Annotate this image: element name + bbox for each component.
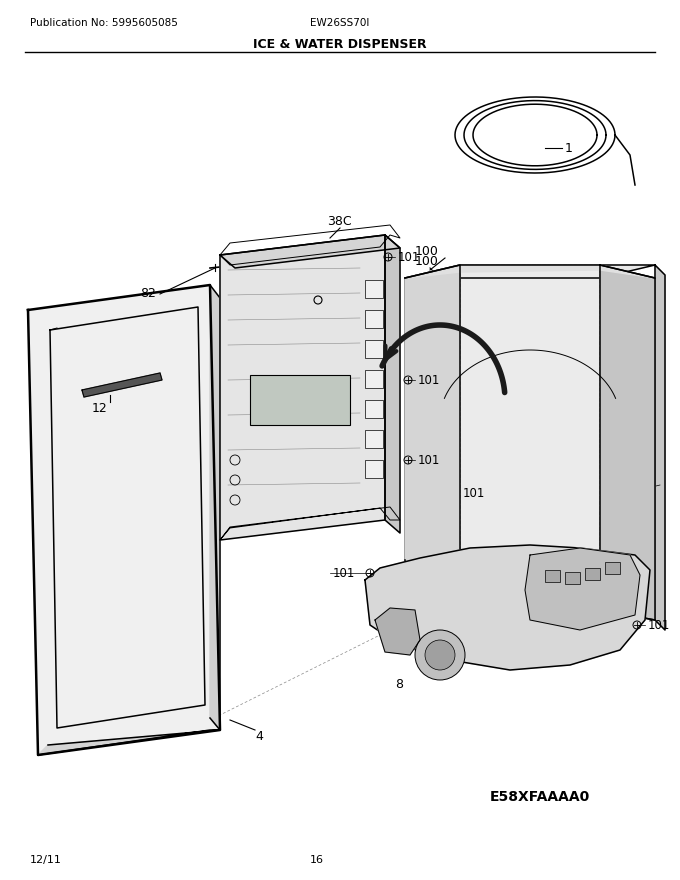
Circle shape bbox=[415, 630, 465, 680]
Bar bbox=[365, 430, 383, 448]
Text: 101: 101 bbox=[463, 487, 486, 500]
Polygon shape bbox=[210, 285, 220, 730]
Text: 8: 8 bbox=[395, 678, 403, 691]
Polygon shape bbox=[600, 265, 655, 620]
Text: E58XFAAAA0: E58XFAAAA0 bbox=[490, 790, 590, 804]
Polygon shape bbox=[375, 608, 420, 655]
Text: ICE & WATER DISPENSER: ICE & WATER DISPENSER bbox=[253, 38, 427, 51]
Text: 100: 100 bbox=[415, 245, 439, 258]
Text: 101: 101 bbox=[398, 251, 420, 263]
Text: 82: 82 bbox=[285, 295, 301, 308]
Polygon shape bbox=[525, 548, 640, 630]
Polygon shape bbox=[385, 235, 400, 533]
Bar bbox=[365, 280, 383, 298]
Polygon shape bbox=[38, 730, 220, 755]
Text: EW26SS70I: EW26SS70I bbox=[310, 18, 369, 28]
Bar bbox=[545, 570, 560, 582]
Polygon shape bbox=[655, 265, 665, 630]
Polygon shape bbox=[82, 373, 162, 397]
Bar bbox=[365, 460, 383, 478]
Text: 12: 12 bbox=[92, 402, 107, 415]
Text: 16: 16 bbox=[310, 855, 324, 865]
Polygon shape bbox=[28, 285, 220, 755]
Bar bbox=[365, 400, 383, 418]
Polygon shape bbox=[460, 265, 600, 625]
Polygon shape bbox=[405, 265, 655, 278]
Polygon shape bbox=[405, 265, 460, 640]
Bar bbox=[605, 562, 620, 574]
Bar bbox=[250, 375, 350, 425]
Text: 1: 1 bbox=[565, 142, 573, 155]
Text: 101: 101 bbox=[418, 453, 441, 466]
Bar bbox=[585, 568, 600, 580]
Text: 38C: 38C bbox=[327, 215, 352, 228]
Bar bbox=[565, 572, 580, 584]
Polygon shape bbox=[220, 235, 385, 540]
Text: 82: 82 bbox=[140, 287, 156, 300]
Text: Publication No: 5995605085: Publication No: 5995605085 bbox=[30, 18, 178, 28]
Bar bbox=[365, 310, 383, 328]
Bar bbox=[365, 340, 383, 358]
Text: 4: 4 bbox=[255, 730, 263, 743]
Polygon shape bbox=[405, 265, 655, 278]
Text: 101: 101 bbox=[418, 373, 441, 386]
Polygon shape bbox=[220, 235, 400, 268]
Bar bbox=[365, 370, 383, 388]
Text: 101: 101 bbox=[333, 567, 356, 580]
Text: 100: 100 bbox=[415, 255, 439, 268]
Polygon shape bbox=[365, 545, 650, 670]
Circle shape bbox=[425, 640, 455, 670]
Text: 12/11: 12/11 bbox=[30, 855, 62, 865]
Text: 101: 101 bbox=[648, 619, 670, 632]
Polygon shape bbox=[405, 278, 415, 570]
